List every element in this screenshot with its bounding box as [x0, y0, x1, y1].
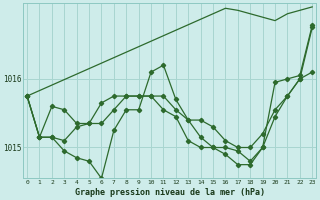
X-axis label: Graphe pression niveau de la mer (hPa): Graphe pression niveau de la mer (hPa) — [75, 188, 265, 197]
